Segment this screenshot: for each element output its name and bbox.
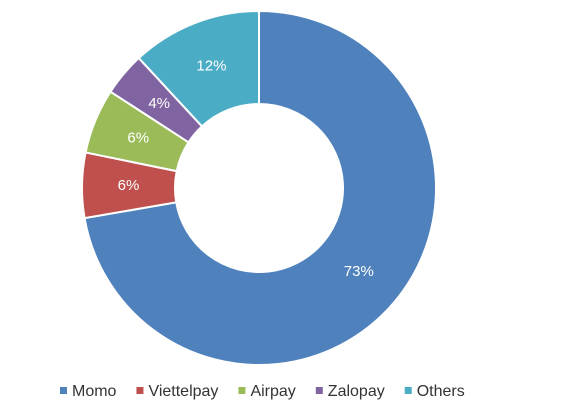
legend-label: Others <box>417 383 465 400</box>
legend-swatch <box>238 387 246 394</box>
data-label: 73% <box>344 263 374 280</box>
slice <box>137 9 260 128</box>
legend-label: Viettelpay <box>148 383 218 400</box>
legend-label: Airpay <box>250 383 295 400</box>
data-label: 4% <box>148 95 170 112</box>
data-label: 6% <box>127 129 149 146</box>
legend-label: Momo <box>72 383 117 400</box>
legend-swatch <box>60 387 67 394</box>
legend-swatch <box>315 387 323 394</box>
legend-label: Zalopay <box>328 383 385 400</box>
data-label: 6% <box>118 177 140 194</box>
data-label: 12% <box>196 57 226 74</box>
slice <box>83 9 437 366</box>
legend-swatch <box>136 387 144 394</box>
legend-swatch <box>404 387 412 394</box>
